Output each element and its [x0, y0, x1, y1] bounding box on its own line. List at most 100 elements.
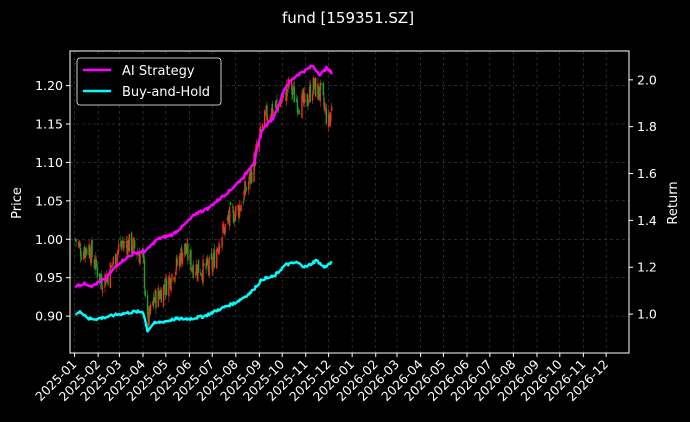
candle-body: [271, 103, 274, 116]
candle-body: [148, 307, 150, 326]
candle-body: [121, 241, 124, 245]
candle-body: [286, 85, 288, 101]
candle-body: [329, 116, 331, 126]
candle-body: [205, 262, 207, 269]
candle-body: [107, 276, 109, 285]
candle-body: [260, 129, 262, 132]
candle-body: [173, 277, 175, 280]
candle-body: [190, 267, 193, 270]
y-axis-label-left: Price: [10, 187, 25, 219]
candle-body: [264, 112, 267, 115]
candle-body: [160, 290, 162, 303]
candle-body: [317, 86, 320, 97]
candle-body: [248, 173, 251, 180]
candle-body: [152, 297, 155, 304]
candle-body: [232, 207, 234, 209]
candle-body: [206, 257, 208, 266]
candle-body: [242, 200, 245, 203]
candle-body: [184, 243, 186, 255]
candle-body: [249, 169, 251, 183]
candle-body: [181, 248, 183, 262]
candle-body: [216, 248, 219, 252]
candle-body: [210, 252, 213, 259]
candle-body: [251, 171, 253, 183]
candle-body: [175, 271, 177, 275]
candle-body: [276, 99, 278, 102]
candle-body: [298, 113, 301, 115]
candle-body: [196, 268, 198, 277]
candle-body: [85, 249, 87, 252]
candle-body: [149, 306, 151, 314]
candle-body: [102, 290, 104, 293]
candle-body: [111, 264, 114, 266]
candle-body: [131, 249, 134, 251]
candle-body: [222, 226, 225, 228]
candle-body: [213, 249, 216, 268]
candle-body: [159, 290, 162, 298]
candle-body: [181, 253, 184, 264]
candle-body: [77, 242, 80, 244]
candle-body: [89, 247, 91, 258]
candle-body: [306, 94, 308, 107]
candle-body: [88, 244, 90, 256]
candle-body: [298, 111, 300, 113]
candle-body: [84, 247, 86, 259]
candle-body: [206, 259, 209, 265]
candle-body: [171, 273, 173, 282]
candle-body: [280, 101, 283, 104]
y-axis-label-right: Return: [666, 181, 681, 224]
y-tick-label-left: 0.90: [35, 309, 63, 324]
candle-body: [240, 204, 242, 212]
candle-body: [304, 96, 306, 98]
candle-body: [187, 244, 189, 261]
candle-body: [110, 265, 112, 268]
candle-body: [317, 83, 319, 99]
candle-body: [169, 278, 172, 289]
legend: AI Strategy Buy-and-Hold: [76, 57, 222, 106]
y-tick-label-right: 1.4: [637, 213, 657, 228]
candle-body: [186, 243, 188, 252]
candle-body: [253, 153, 255, 182]
candle-body: [184, 243, 187, 252]
candle-body: [126, 244, 128, 254]
candle-body: [203, 263, 205, 266]
candle-body: [192, 264, 194, 278]
y-tick-label-right: 1.0: [637, 307, 657, 322]
candle-body: [142, 248, 144, 250]
candle-body: [95, 256, 97, 267]
candle-body: [207, 266, 210, 271]
candle-body: [318, 93, 321, 98]
candle-body: [121, 245, 123, 246]
candle-body: [164, 293, 166, 295]
candle-body: [197, 264, 199, 281]
candle-body: [222, 223, 224, 233]
plot-frame: [69, 50, 630, 354]
candle-body: [274, 105, 277, 108]
candle-body: [165, 277, 167, 292]
candle-body: [235, 205, 237, 216]
candle-body: [89, 258, 92, 262]
candle-body: [137, 254, 140, 256]
candle-body: [132, 238, 134, 254]
legend-box: [76, 57, 222, 106]
candle-body: [330, 106, 333, 111]
candle-body: [127, 240, 129, 258]
candle-body: [133, 237, 135, 239]
candle-body: [233, 219, 235, 222]
candle-body: [125, 241, 127, 244]
candle-body: [224, 223, 226, 233]
candle-body: [297, 108, 299, 110]
candle-body: [263, 110, 266, 127]
candle-body: [158, 290, 160, 295]
candle-body: [176, 259, 178, 266]
candle-body: [302, 92, 304, 96]
candle-body: [212, 261, 214, 272]
candle-body: [270, 108, 273, 122]
candle-body: [143, 260, 146, 289]
candle-body: [191, 268, 194, 272]
candle-body: [226, 217, 229, 221]
candle-body: [217, 250, 220, 252]
candle-body: [168, 276, 171, 281]
legend-label-bh: Buy-and-Hold: [122, 85, 210, 100]
candle-body: [197, 259, 200, 273]
